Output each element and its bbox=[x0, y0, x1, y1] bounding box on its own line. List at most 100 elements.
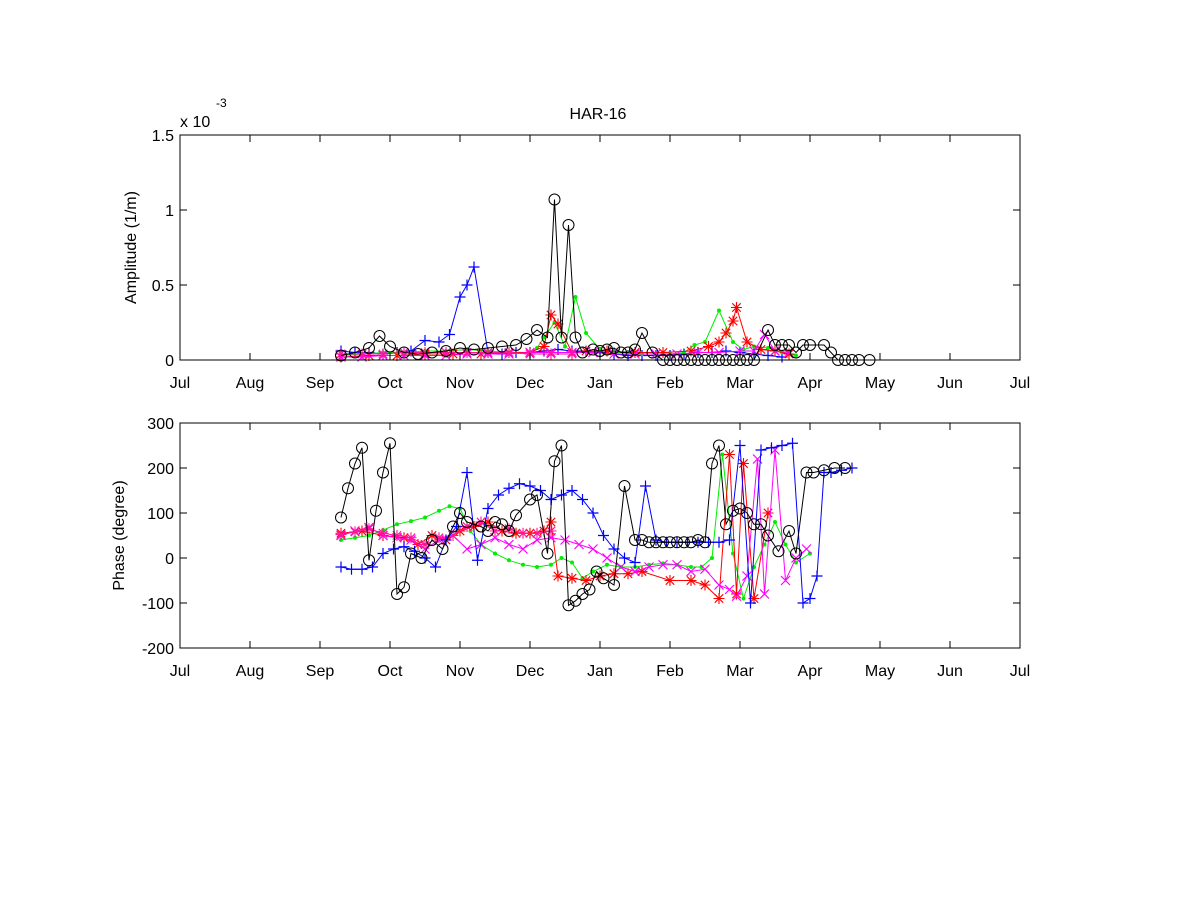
phase-series-4-point-29 bbox=[640, 480, 651, 492]
phase-series-3-point-7 bbox=[433, 532, 445, 544]
phase-series-1-point-1 bbox=[356, 525, 368, 537]
phase-series-0-point-32 bbox=[741, 596, 746, 601]
phase-series-4-point-40 bbox=[755, 444, 767, 456]
phase-series-2-point-9 bbox=[462, 544, 472, 554]
amplitude-series-0-point-6 bbox=[419, 335, 431, 346]
phase-series-5-point-1 bbox=[342, 482, 354, 495]
phase-series-4-point-41 bbox=[766, 442, 777, 454]
phase-series-4-point-46 bbox=[811, 570, 823, 582]
amplitude-series-5-point-47 bbox=[776, 339, 788, 351]
phase-series-5-point-57 bbox=[783, 525, 795, 537]
amplitude-series-5-point-49 bbox=[790, 346, 802, 359]
phase-series-5-point-4 bbox=[363, 554, 375, 567]
amplitude-x-tick-label-4: Nov bbox=[446, 375, 474, 392]
phase-series-5-point-9 bbox=[398, 581, 410, 594]
amplitude-series-1-point-23 bbox=[692, 343, 697, 347]
amplitude-series-5-point-46 bbox=[769, 339, 781, 351]
phase-series-4-point-44 bbox=[797, 597, 809, 609]
amplitude-series-2-point-25 bbox=[783, 348, 795, 360]
phase-series-2-point-18 bbox=[588, 544, 598, 554]
phase-series-2-point-36 bbox=[801, 544, 812, 554]
amplitude-series-0-point-9 bbox=[454, 291, 466, 303]
amplitude-series-2-point-4 bbox=[447, 348, 459, 360]
amplitude-series-5-point-16 bbox=[541, 331, 554, 344]
amplitude-series-2-point-20 bbox=[727, 315, 739, 327]
phase-series-4-point-30 bbox=[650, 534, 662, 546]
phase-series-5-point-38 bbox=[643, 536, 655, 549]
phase-series-0-point-30 bbox=[720, 452, 725, 457]
amplitude-series-0-point-10 bbox=[461, 279, 473, 291]
phase-series-2-point-35 bbox=[791, 553, 801, 563]
phase-series-4-point-22 bbox=[566, 485, 578, 496]
phase-series-5-point-33 bbox=[597, 572, 610, 585]
amplitude-series-5-point-4 bbox=[384, 340, 396, 353]
phase-series-5-point-24 bbox=[531, 489, 543, 501]
amplitude-series-5-point-50 bbox=[797, 339, 809, 351]
amplitude-series-4-point-4 bbox=[419, 347, 431, 358]
phase-series-1-point-25 bbox=[713, 593, 725, 604]
figure-title: HAR-16 bbox=[570, 106, 627, 123]
phase-series-3-point-4 bbox=[391, 530, 403, 541]
amplitude-x-tick-label-2: Sep bbox=[306, 375, 335, 392]
phase-series-0-point-35 bbox=[773, 520, 777, 524]
phase-series-4-point-21 bbox=[556, 489, 567, 501]
amplitude-series-group bbox=[335, 193, 876, 366]
phase-series-0-point-1 bbox=[353, 535, 357, 540]
phase-series-2-point-12 bbox=[504, 539, 514, 550]
amplitude-series-4-point-6 bbox=[461, 347, 473, 358]
phase-series-5-point-13 bbox=[436, 543, 449, 555]
phase-series-0-point-17 bbox=[559, 556, 564, 560]
amplitude-series-5-point-1 bbox=[349, 346, 361, 359]
phase-series-2-point-24 bbox=[672, 559, 682, 570]
phase-series-0-point-21 bbox=[605, 562, 609, 567]
phase-series-5-point-28 bbox=[562, 599, 575, 612]
phase-series-5-point-7 bbox=[384, 437, 396, 450]
amplitude-series-2-point-23 bbox=[755, 344, 767, 355]
phase-series-1-point-16 bbox=[566, 572, 578, 584]
phase-series-5-point-53 bbox=[748, 518, 760, 531]
phase-series-0-point-7 bbox=[437, 508, 441, 513]
phase-series-4-point-43 bbox=[787, 437, 798, 449]
phase-series-5-point-2 bbox=[349, 457, 361, 470]
phase-series-line-1 bbox=[340, 454, 769, 600]
amplitude-series-5-point-53 bbox=[825, 346, 837, 359]
phase-x-tick-label-0: Jul bbox=[170, 663, 190, 680]
phase-series-5-point-16 bbox=[461, 516, 473, 528]
amplitude-series-4-point-11 bbox=[566, 348, 578, 360]
phase-series-5-point-14 bbox=[447, 520, 459, 533]
phase-series-4-point-50 bbox=[846, 462, 858, 474]
amplitude-series-1-point-15 bbox=[584, 331, 588, 335]
phase-series-2-point-25 bbox=[686, 566, 696, 577]
phase-series-5-point-5 bbox=[370, 504, 382, 517]
amplitude-series-2-point-22 bbox=[741, 336, 753, 348]
amplitude-series-5-point-26 bbox=[615, 346, 627, 359]
phase-x-tick-label-4: Nov bbox=[446, 663, 474, 680]
phase-series-5-point-35 bbox=[618, 480, 631, 492]
amplitude-x-tick-label-1: Aug bbox=[236, 375, 264, 392]
phase-series-5-point-23 bbox=[524, 493, 536, 506]
phase-series-3-point-15 bbox=[545, 525, 557, 537]
amplitude-y-tick-label-2: 1 bbox=[165, 203, 174, 220]
phase-series-4-point-18 bbox=[524, 480, 536, 492]
amplitude-series-2-point-18 bbox=[713, 336, 725, 348]
phase-series-4-point-36 bbox=[713, 536, 725, 548]
phase-series-2-point-16 bbox=[560, 535, 570, 545]
amplitude-series-1-point-31 bbox=[794, 353, 798, 358]
amplitude-series-5-point-22 bbox=[587, 343, 599, 356]
phase-series-5-point-25 bbox=[541, 547, 554, 560]
amplitude-multiplier-base: x 10 bbox=[180, 114, 210, 131]
phase-x-tick-label-7: Feb bbox=[656, 663, 684, 680]
phase-series-5-point-20 bbox=[496, 518, 508, 531]
amplitude-x-tick-label-5: Dec bbox=[516, 375, 544, 392]
phase-x-tick-label-6: Jan bbox=[587, 663, 613, 680]
amplitude-series-4-point-2 bbox=[377, 348, 389, 360]
phase-chart: Jul Aug Sep Oct Nov Dec Jan Feb Mar Apr May Jun Jul -… bbox=[111, 416, 1030, 680]
phase-series-0-point-6 bbox=[423, 515, 427, 520]
phase-series-3-point-0 bbox=[335, 529, 347, 541]
phase-series-4-point-5 bbox=[388, 543, 399, 555]
amplitude-series-1-point-11 bbox=[542, 335, 546, 340]
phase-series-3-point-9 bbox=[461, 521, 473, 532]
amplitude-series-5-point-29 bbox=[636, 327, 648, 339]
phase-series-4-point-27 bbox=[619, 552, 630, 564]
amplitude-series-2-point-16 bbox=[685, 345, 697, 357]
